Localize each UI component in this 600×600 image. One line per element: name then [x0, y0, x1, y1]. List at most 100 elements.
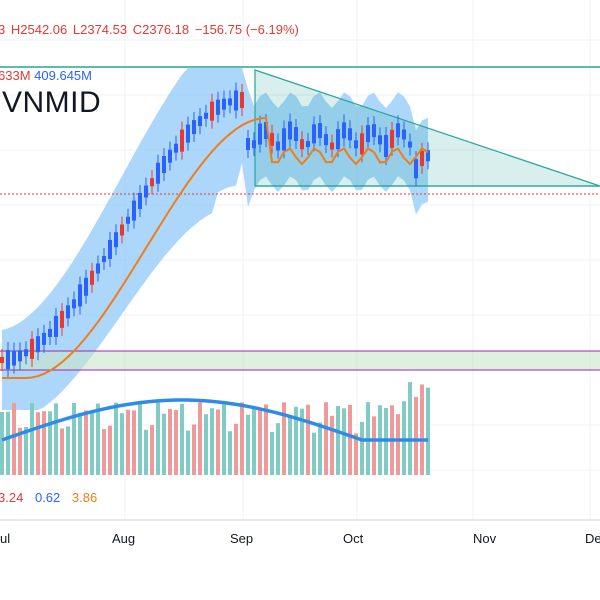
- candle-body: [240, 92, 244, 108]
- candle-body: [420, 150, 424, 166]
- volume-bar: [36, 412, 40, 475]
- volume-bar: [306, 404, 310, 475]
- volume-bar: [60, 428, 64, 475]
- candle-body: [228, 98, 232, 106]
- candle-body: [276, 141, 280, 151]
- volume-bar: [372, 416, 376, 475]
- ohlc-legend: 3 H2542.06 L2374.53 C2376.18 −156.75 (−6…: [0, 22, 301, 37]
- candle-body: [408, 141, 412, 148]
- x-tick-nov: Nov: [473, 531, 497, 546]
- volume-bar: [186, 430, 190, 475]
- candle-body: [132, 200, 136, 221]
- volume-bar: [324, 402, 328, 475]
- candle-body: [354, 140, 358, 149]
- volume-bar: [198, 402, 202, 475]
- volume-bar: [84, 410, 88, 475]
- candle-body: [366, 125, 370, 143]
- volume-bar: [120, 413, 124, 475]
- candle-body: [168, 149, 172, 163]
- candle-body: [78, 284, 82, 307]
- candle-body: [282, 128, 286, 151]
- candle-body: [36, 336, 40, 353]
- volume-bar: [246, 414, 250, 475]
- volume-bar: [234, 423, 238, 475]
- x-tick-dec: De: [585, 531, 600, 546]
- volume-bar: [270, 431, 274, 475]
- volume-bar: [0, 412, 4, 475]
- volume-bar: [12, 403, 16, 475]
- indicator-lines: [1, 116, 429, 442]
- volume-bar: [90, 410, 94, 475]
- candle-body: [66, 305, 70, 319]
- candle-body: [222, 98, 226, 110]
- volume-bar: [240, 402, 244, 475]
- candle-body: [126, 216, 130, 224]
- volume-bar: [162, 413, 166, 475]
- x-tick-aug: Aug: [112, 531, 135, 546]
- candle-body: [288, 121, 292, 140]
- open-value: 3: [0, 22, 6, 37]
- drawing-shapes: [0, 66, 600, 371]
- candle-body: [258, 123, 262, 145]
- zone-rect: [0, 351, 600, 370]
- candle-body: [372, 124, 376, 138]
- candle-body: [198, 116, 202, 127]
- close-value: C2376.18: [132, 22, 190, 37]
- candle-body: [18, 350, 22, 362]
- x-axis: ul Aug Sep Oct Nov De: [0, 531, 600, 546]
- candle-body: [342, 122, 346, 139]
- candle-body: [102, 256, 106, 263]
- candle-body: [204, 112, 208, 119]
- candle-body: [426, 150, 430, 162]
- volume-bar: [132, 410, 136, 475]
- volume-bar: [300, 408, 304, 475]
- candle-body: [264, 121, 268, 139]
- volume-bar: [348, 404, 352, 475]
- candle-body: [402, 129, 406, 140]
- candle-body: [384, 134, 388, 157]
- candle-body: [246, 138, 250, 151]
- volume-bar: [72, 402, 76, 475]
- candle-body: [42, 332, 46, 345]
- candle-body: [162, 156, 166, 174]
- candle-body: [348, 128, 352, 141]
- volume-bar: [408, 382, 412, 475]
- volume-bar: [288, 415, 292, 475]
- candle-body: [30, 338, 34, 359]
- volume-bar: [168, 408, 172, 475]
- candle-body: [60, 310, 64, 328]
- volume-bar: [96, 403, 100, 475]
- candle-body: [300, 139, 304, 150]
- volume-bar: [360, 421, 364, 475]
- volume-bar: [6, 411, 10, 475]
- x-tick-jul: ul: [0, 531, 10, 546]
- candle-body: [336, 129, 340, 150]
- candle-body: [96, 263, 100, 274]
- volume-bar: [204, 414, 208, 475]
- volume-bar: [216, 409, 220, 475]
- candle-body: [210, 101, 214, 121]
- volume-bar: [180, 403, 184, 475]
- volume-bar: [138, 403, 142, 475]
- volume-bar: [402, 401, 406, 475]
- candle-body: [84, 277, 88, 296]
- candle-body: [186, 124, 190, 143]
- volume-bar: [318, 422, 322, 475]
- volume-bar: [78, 412, 82, 475]
- volume-bar: [312, 432, 316, 475]
- volume-ma-value: 409.645M: [34, 68, 92, 83]
- volume-bar: [228, 431, 232, 475]
- x-tick-oct: Oct: [343, 531, 364, 546]
- volume-bar: [252, 407, 256, 475]
- moving-average-line: [2, 116, 429, 379]
- candle-body: [396, 123, 400, 138]
- volume-bar: [114, 402, 118, 475]
- volume-bar: [330, 415, 334, 475]
- volume-bar: [30, 403, 34, 475]
- volume-ma-line: [1, 398, 428, 442]
- volume-bar: [222, 404, 226, 475]
- volume-bar: [396, 414, 400, 475]
- candle-body: [6, 350, 10, 370]
- volume-bar: [420, 384, 424, 475]
